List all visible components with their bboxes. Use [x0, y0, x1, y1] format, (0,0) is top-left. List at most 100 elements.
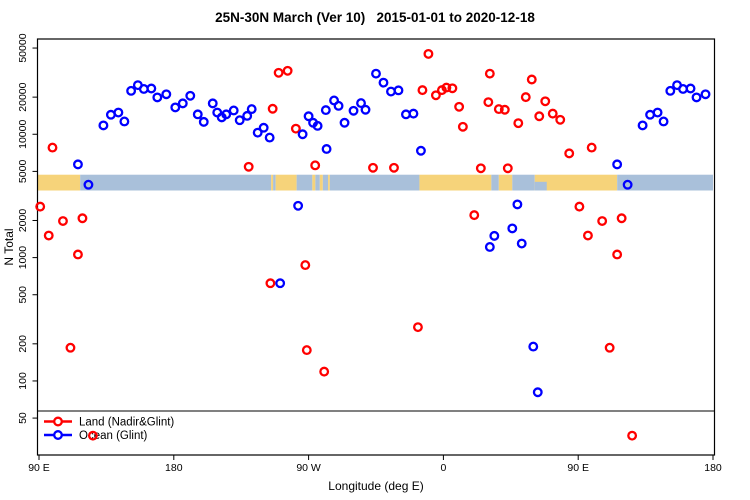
ocean-data-point	[152, 92, 163, 103]
land-data-point	[540, 96, 551, 107]
legend-label-land: Land (Nadir&Glint)	[79, 417, 174, 429]
ocean-data-point	[264, 132, 275, 143]
ocean-data-point	[393, 85, 404, 96]
land-data-point	[310, 160, 321, 171]
y-axis-tick-label: 500	[17, 286, 29, 304]
land-data-point	[389, 162, 399, 173]
ocean-data-point	[360, 104, 371, 115]
land-data-point	[586, 142, 597, 153]
band-segment-ocean	[534, 181, 547, 191]
land-data-point	[43, 230, 54, 241]
ocean-data-point	[612, 159, 623, 170]
y-axis-tick-label: 20000	[17, 82, 29, 111]
ocean-data-point	[72, 159, 83, 170]
ocean-data-point	[691, 92, 702, 103]
ocean-data-point	[312, 120, 323, 131]
band-segment-ocean	[491, 174, 499, 191]
ocean-data-point	[297, 129, 308, 140]
land-data-point	[616, 213, 627, 224]
land-data-point	[77, 213, 88, 224]
ocean-data-point	[83, 179, 94, 190]
land-data-point	[412, 322, 423, 333]
ocean-data-point	[408, 108, 419, 119]
land-data-point	[499, 104, 510, 115]
ocean-data-point	[234, 115, 245, 126]
land-data-point	[35, 201, 46, 212]
land-data-point	[555, 114, 566, 125]
y-axis-tick-label: 200	[17, 335, 29, 353]
ocean-data-point	[177, 98, 188, 109]
ocean-data-point	[637, 120, 648, 131]
land-data-point	[520, 92, 531, 103]
band-segment-land	[419, 174, 492, 191]
ocean-data-point	[658, 116, 669, 127]
ocean-data-point	[371, 68, 381, 79]
ocean-data-point	[512, 199, 523, 210]
land-data-point	[300, 260, 311, 271]
land-data-point	[582, 230, 593, 241]
ocean-data-point	[532, 387, 543, 398]
land-data-point	[454, 101, 465, 112]
land-data-point	[627, 430, 638, 441]
ocean-data-point	[321, 144, 332, 154]
ocean-data-point	[339, 117, 350, 128]
ocean-data-point	[246, 104, 257, 115]
land-data-point	[484, 68, 495, 79]
land-data-point	[597, 216, 608, 226]
band-segment-land	[271, 174, 274, 191]
legend-swatch-marker-land	[53, 416, 63, 427]
land-data-point	[574, 201, 585, 212]
ocean-data-point	[221, 109, 232, 120]
land-data-point	[282, 65, 293, 76]
land-data-point	[534, 111, 545, 122]
land-data-point	[368, 162, 378, 173]
land-data-point	[47, 142, 58, 153]
ocean-data-point	[192, 109, 203, 120]
y-axis-tick-label: 10000	[17, 120, 29, 149]
ocean-data-point	[119, 116, 130, 127]
ocean-data-point	[293, 200, 304, 211]
ocean-data-point	[528, 341, 539, 352]
y-axis-tick-label: 50000	[17, 33, 29, 62]
land-data-point	[265, 278, 276, 289]
land-data-point	[612, 249, 623, 260]
legend-swatch-marker-ocean	[53, 430, 63, 440]
ocean-data-point	[185, 90, 196, 101]
ocean-data-point	[98, 120, 109, 131]
band-segment-land	[534, 174, 618, 191]
y-axis-tick-label: 1000	[17, 246, 29, 270]
ocean-data-point	[507, 223, 518, 234]
land-data-point	[547, 108, 558, 119]
ocean-data-point	[146, 83, 157, 94]
band-segment-ocean	[617, 174, 713, 191]
x-axis-tick-label: 90 W	[296, 462, 321, 474]
ocean-data-point	[700, 89, 711, 100]
ocean-data-point	[320, 105, 331, 116]
land-data-point	[469, 210, 480, 221]
y-axis-tick-label: 5000	[17, 160, 29, 184]
ocean-data-point	[652, 107, 663, 118]
land-data-point	[72, 249, 83, 260]
ocean-data-point	[484, 242, 495, 252]
ocean-data-point	[275, 278, 286, 289]
ocean-data-point	[348, 105, 359, 116]
y-axis-tick-label: 100	[17, 372, 29, 390]
chart-title: 25N-30N March (Ver 10) 2015-01-01 to 202…	[215, 10, 535, 25]
x-axis-tick-label: 90 E	[567, 462, 589, 474]
land-data-point	[483, 97, 494, 108]
ocean-data-point	[113, 107, 124, 118]
plot-border	[36, 38, 716, 456]
land-data-point	[87, 430, 98, 441]
land-data-point	[273, 67, 284, 78]
ocean-data-point	[228, 105, 239, 116]
land-data-point	[502, 163, 513, 174]
band-segment-ocean	[80, 174, 272, 191]
band-segment-ocean	[329, 174, 420, 191]
land-data-point	[475, 163, 486, 174]
band-segment-ocean	[322, 174, 329, 191]
land-data-point	[430, 90, 441, 101]
land-data-point	[417, 85, 428, 96]
ocean-data-point	[415, 145, 426, 156]
band-segment-ocean	[296, 174, 313, 191]
